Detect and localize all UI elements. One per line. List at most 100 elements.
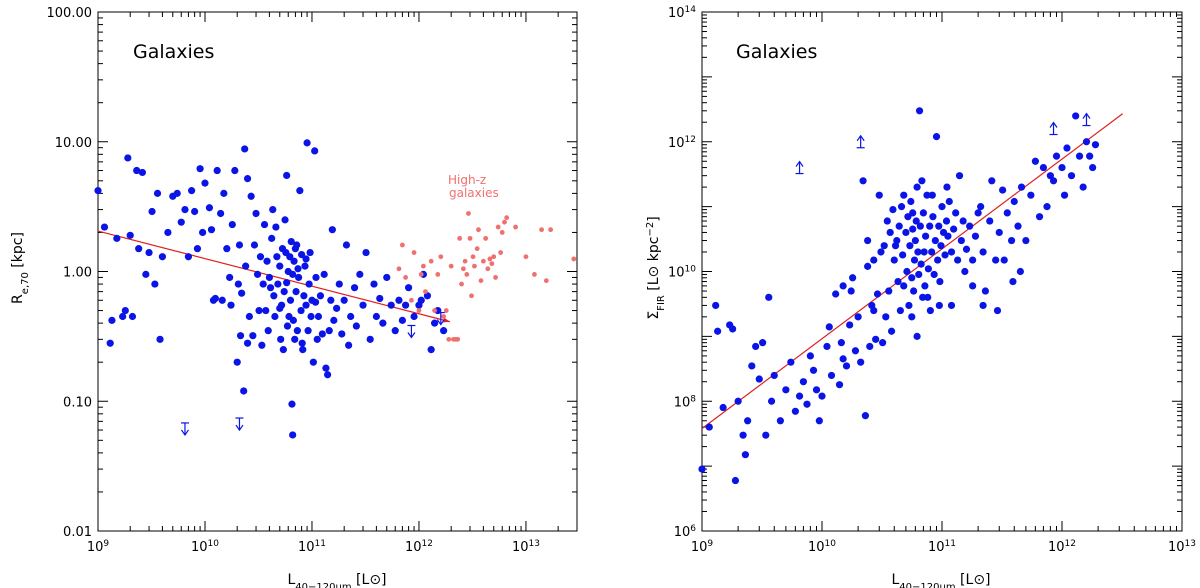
left-x-tick-label: 1012: [405, 539, 433, 555]
galaxy-point: [234, 280, 242, 288]
galaxy-point: [184, 253, 193, 261]
galaxy-point: [158, 253, 167, 261]
high-z-galaxy-point: [495, 224, 501, 230]
galaxy-point: [899, 251, 907, 259]
galaxy-point: [1009, 277, 1017, 286]
galaxy-point: [770, 371, 778, 380]
galaxy-point: [293, 241, 301, 249]
galaxy-point: [362, 248, 370, 257]
galaxy-point: [839, 282, 847, 290]
galaxy-point: [201, 179, 209, 187]
galaxy-point: [734, 397, 742, 405]
high-z-galaxy-point: [513, 224, 518, 230]
galaxy-point: [138, 168, 146, 177]
galaxy-point: [276, 262, 284, 270]
galaxy-point: [966, 222, 974, 230]
galaxy-point: [870, 256, 878, 264]
galaxy-point: [974, 209, 982, 217]
high-z-galaxy-point: [532, 271, 537, 277]
galaxy-point: [302, 301, 310, 309]
galaxy-point: [1058, 163, 1066, 172]
galaxy-point: [243, 339, 252, 347]
galaxy-point: [311, 298, 320, 306]
galaxy-point: [924, 293, 932, 301]
galaxy-point: [851, 347, 860, 355]
high-z-galaxy-point: [460, 266, 466, 272]
galaxy-point: [366, 335, 374, 343]
galaxy-point: [266, 284, 275, 292]
galaxy-point: [846, 321, 854, 329]
high-z-galaxy-point: [435, 271, 441, 277]
galaxy-point: [213, 166, 221, 175]
galaxy-point: [1089, 163, 1097, 172]
galaxy-point: [164, 228, 172, 237]
galaxy-point: [1017, 183, 1026, 191]
galaxy-point: [250, 241, 259, 249]
left-fit-arrowhead: [443, 317, 450, 323]
galaxy-point: [913, 332, 921, 340]
galaxy-point: [864, 236, 872, 245]
galaxy-point: [870, 306, 878, 315]
galaxy-point: [923, 191, 931, 199]
galaxy-point: [376, 294, 384, 303]
galaxy-point: [739, 431, 747, 439]
galaxy-point: [936, 277, 944, 286]
galaxy-point: [911, 236, 919, 245]
galaxy-point: [387, 301, 395, 309]
high-z-galaxy-point: [399, 242, 405, 248]
galaxy-point: [430, 319, 439, 327]
galaxy-point: [919, 293, 927, 301]
galaxy-point: [903, 267, 911, 276]
galaxy-point: [181, 205, 189, 214]
galaxy-point: [919, 209, 928, 217]
galaxy-point: [293, 327, 301, 335]
galaxy-point: [148, 207, 156, 216]
galaxy-point: [755, 375, 763, 383]
right-panel: 109 1010 1011 1012 1013 106 108 1010 1012 1014 Ga…: [645, 5, 1197, 588]
high-z-galaxy-point: [457, 235, 463, 241]
galaxy-point: [900, 282, 908, 290]
galaxy-point: [918, 177, 926, 185]
galaxy-point: [759, 339, 767, 347]
galaxy-point: [969, 282, 977, 290]
high-z-galaxy-point: [418, 271, 424, 277]
galaxy-point: [762, 431, 770, 439]
high-z-galaxy-point: [502, 219, 507, 225]
galaxy-point: [286, 296, 295, 304]
galaxy-point: [877, 248, 885, 256]
lower-limit-arrow: [856, 134, 865, 149]
galaxy-point: [281, 216, 289, 224]
high-z-galaxy-point: [432, 308, 437, 313]
galaxy-point: [347, 312, 355, 321]
galaxy-point: [806, 352, 814, 360]
galaxy-point: [242, 262, 250, 270]
high-z-galaxy-point: [438, 254, 444, 260]
galaxy-point: [928, 191, 936, 199]
galaxy-point: [854, 313, 862, 321]
galaxy-point: [262, 306, 270, 315]
galaxy-point: [1072, 112, 1080, 120]
galaxy-point: [273, 253, 281, 261]
galaxy-point: [272, 223, 280, 231]
galaxy-point: [320, 270, 328, 278]
galaxy-point: [873, 290, 882, 298]
galaxy-point: [995, 228, 1003, 237]
high-z-galaxy-point: [483, 235, 489, 241]
galaxy-point: [173, 189, 181, 197]
galaxy-point: [812, 386, 821, 394]
galaxy-point: [942, 217, 951, 225]
galaxy-point: [929, 213, 937, 221]
galaxy-point: [1027, 191, 1035, 199]
galaxy-point: [981, 287, 990, 295]
left-plot-frame: [97, 11, 578, 532]
galaxy-point: [314, 312, 323, 321]
galaxy-point: [712, 301, 720, 310]
galaxy-point: [914, 248, 922, 256]
right-panel-title: Galaxies: [736, 41, 817, 63]
galaxy-point: [303, 139, 311, 147]
galaxy-point: [235, 241, 244, 249]
galaxy-point: [280, 287, 288, 296]
galaxy-point: [218, 296, 226, 304]
galaxy-point: [312, 273, 320, 282]
galaxy-point: [1086, 152, 1094, 160]
